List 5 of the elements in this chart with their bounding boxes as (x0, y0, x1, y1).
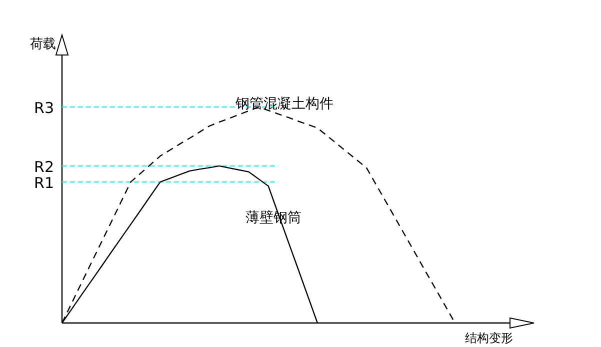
ref-line-label: R3 (34, 99, 54, 117)
ref-line-label: R2 (34, 158, 54, 176)
x-axis-title: 结构变形 (465, 331, 513, 345)
y-axis-title: 荷载 (30, 37, 56, 52)
ref-line-label: R1 (34, 174, 54, 192)
